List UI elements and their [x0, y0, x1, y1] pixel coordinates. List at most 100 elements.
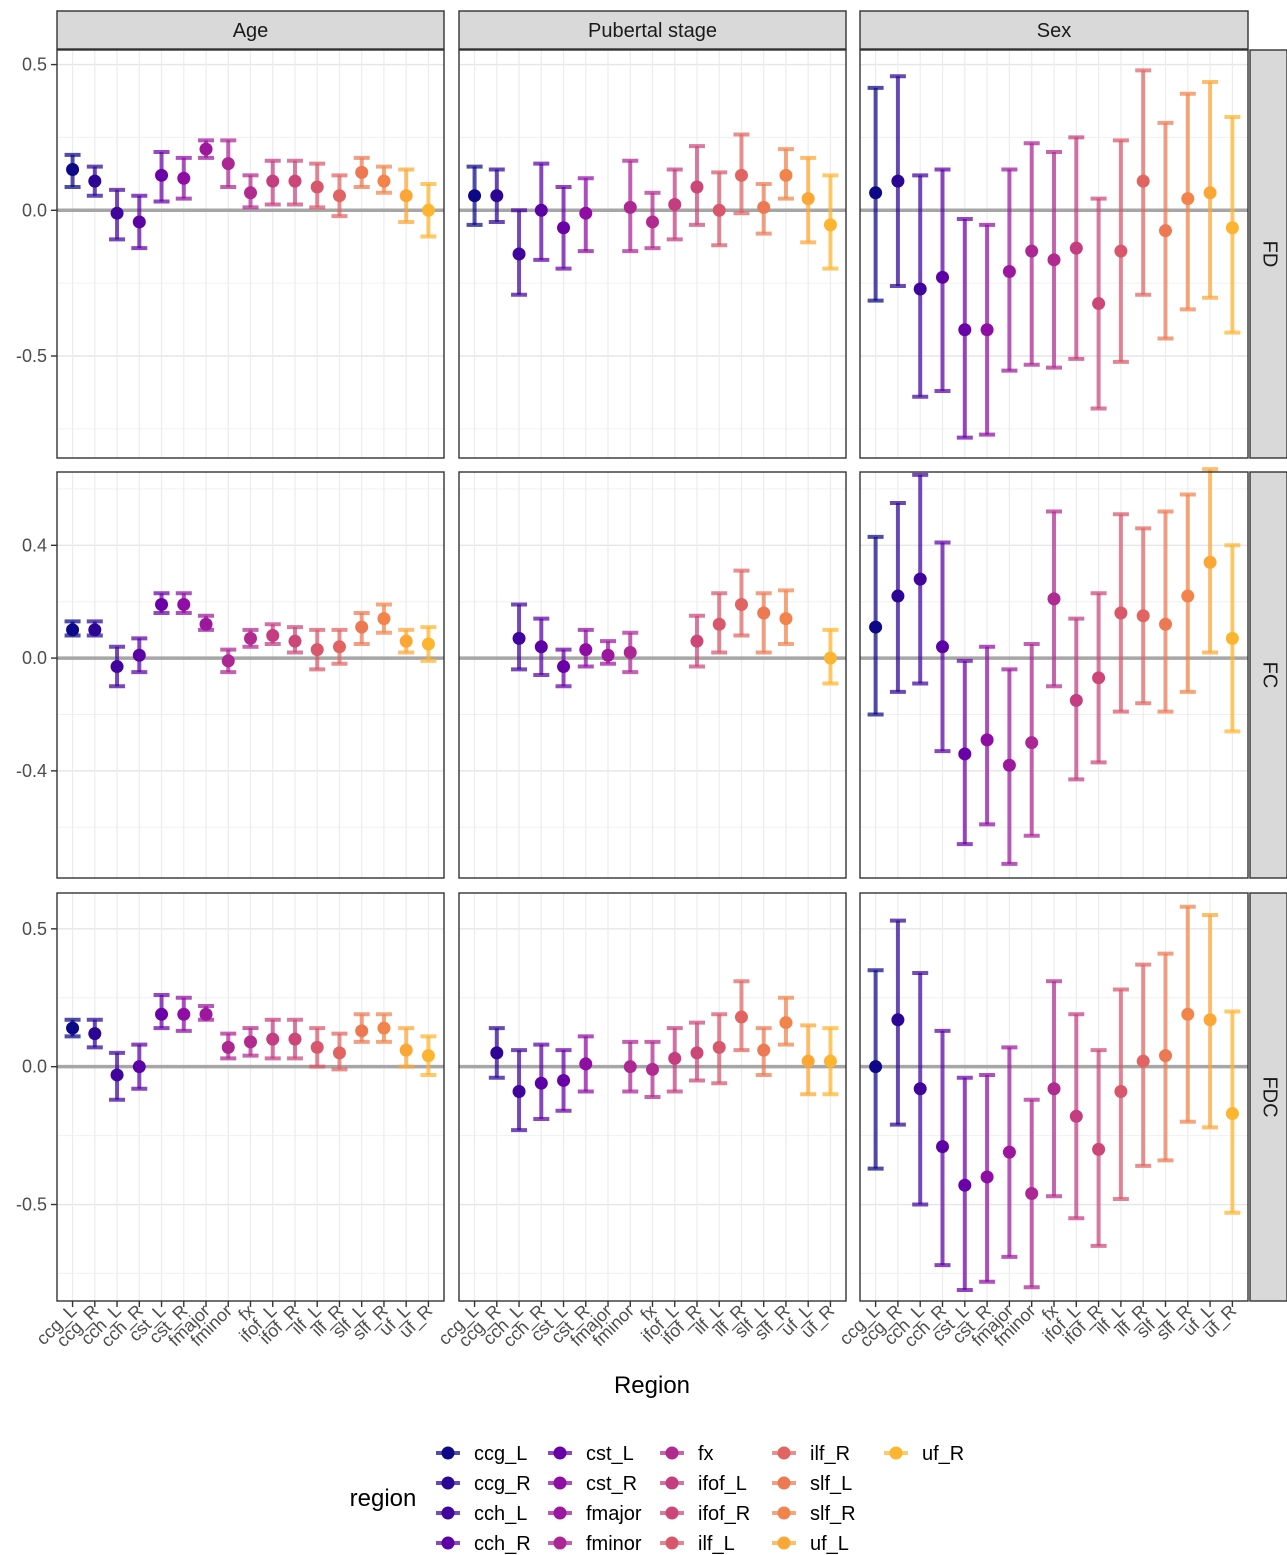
- point-slf_L: [355, 1024, 369, 1038]
- point-cst_L: [958, 323, 972, 337]
- legend-label-uf_R: uf_R: [922, 1443, 964, 1465]
- point-cst_R: [579, 643, 593, 657]
- point-cch_R: [534, 640, 548, 654]
- legend-key-point-ifof_R: [665, 1506, 679, 1520]
- point-cch_R: [534, 1076, 548, 1090]
- point-uf_L: [1203, 186, 1217, 200]
- point-cst_R: [177, 171, 191, 185]
- legend-key-point-cst_R: [553, 1476, 567, 1490]
- point-ifof_L: [266, 174, 280, 188]
- legend-key-point-fminor: [553, 1536, 567, 1550]
- point-ilf_R: [734, 168, 748, 182]
- point-slf_L: [757, 1043, 771, 1057]
- point-cch_L: [512, 631, 526, 645]
- point-slf_L: [355, 620, 369, 634]
- point-slf_R: [1181, 192, 1195, 206]
- legend-label-cst_L: cst_L: [586, 1443, 634, 1465]
- legend-label-ifof_L: ifof_L: [698, 1473, 747, 1495]
- point-slf_R: [1181, 589, 1195, 603]
- point-ifof_R: [1092, 297, 1106, 311]
- point-cch_R: [936, 640, 950, 654]
- x-axis-title: Region: [614, 1372, 690, 1399]
- point-ccg_L: [869, 186, 883, 200]
- point-ccg_L: [869, 1060, 883, 1074]
- point-cst_R: [980, 733, 994, 747]
- point-fminor: [1025, 244, 1039, 258]
- point-uf_R: [421, 203, 435, 217]
- point-uf_R: [421, 1049, 435, 1063]
- point-cch_R: [534, 203, 548, 217]
- point-ifof_L: [266, 629, 280, 643]
- panel-border-0-0: [56, 49, 445, 459]
- y-tick-label: 0.0: [22, 200, 47, 220]
- point-cch_R: [132, 1060, 146, 1074]
- point-slf_R: [1181, 1007, 1195, 1021]
- y-tick-label: 0.0: [22, 1057, 47, 1077]
- point-ifof_L: [668, 197, 682, 211]
- point-uf_R: [421, 637, 435, 651]
- point-ccg_R: [88, 174, 102, 188]
- point-uf_L: [1203, 555, 1217, 569]
- panel-border-1-1: [458, 471, 847, 879]
- point-ilf_R: [734, 1010, 748, 1024]
- legend-key-point-cst_L: [553, 1446, 567, 1460]
- point-uf_R: [1225, 221, 1239, 235]
- point-ilf_L: [1114, 244, 1128, 258]
- point-fminor: [623, 200, 637, 214]
- point-slf_R: [779, 1016, 793, 1030]
- legend-key-point-cch_R: [441, 1536, 455, 1550]
- point-uf_R: [1225, 631, 1239, 645]
- point-uf_L: [399, 189, 413, 203]
- point-cch_L: [913, 282, 927, 296]
- point-slf_L: [1158, 1049, 1172, 1063]
- point-cch_L: [110, 1068, 124, 1082]
- point-ccg_R: [891, 1013, 905, 1027]
- point-cst_L: [557, 221, 571, 235]
- point-cst_L: [557, 1073, 571, 1087]
- point-ilf_L: [1114, 1084, 1128, 1098]
- point-ccg_R: [88, 623, 102, 637]
- legend-key-point-ifof_L: [665, 1476, 679, 1490]
- point-ifof_L: [668, 1051, 682, 1065]
- point-ilf_R: [332, 1046, 346, 1060]
- point-cst_L: [958, 1178, 972, 1192]
- point-cst_L: [155, 1007, 169, 1021]
- point-fx: [1047, 592, 1061, 606]
- legend-key-point-uf_L: [777, 1536, 791, 1550]
- point-ifof_R: [690, 634, 704, 648]
- facet-strip-label-1: Pubertal stage: [588, 20, 717, 42]
- point-ccg_L: [468, 189, 482, 203]
- point-cst_L: [557, 660, 571, 674]
- point-fx: [244, 631, 257, 645]
- legend-key-point-ilf_R: [777, 1446, 791, 1460]
- legend-key-point-cch_L: [441, 1506, 455, 1520]
- point-uf_R: [1225, 1107, 1239, 1121]
- legend-label-ccg_R: ccg_R: [474, 1473, 531, 1495]
- legend-label-slf_L: slf_L: [810, 1473, 852, 1495]
- point-fminor: [221, 1040, 235, 1054]
- point-ifof_L: [266, 1032, 280, 1046]
- point-fmajor: [1002, 758, 1016, 772]
- point-slf_L: [1158, 617, 1172, 631]
- point-cst_R: [980, 1170, 994, 1184]
- point-cst_L: [958, 747, 972, 761]
- point-ccg_L: [66, 162, 80, 176]
- point-uf_L: [801, 192, 815, 206]
- legend-key-point-slf_R: [777, 1506, 791, 1520]
- point-fx: [646, 1062, 659, 1076]
- point-fmajor: [601, 648, 615, 662]
- point-ilf_R: [1136, 1054, 1150, 1068]
- point-ilf_L: [310, 180, 324, 194]
- point-ccg_R: [490, 1046, 504, 1060]
- point-uf_R: [823, 1054, 837, 1068]
- point-cst_R: [177, 1007, 191, 1021]
- point-cst_R: [980, 323, 994, 337]
- legend-label-ilf_L: ilf_L: [698, 1533, 735, 1555]
- point-slf_R: [779, 612, 793, 626]
- facet-strip-row-0: [1249, 49, 1287, 459]
- legend-key-point-uf_R: [889, 1446, 903, 1460]
- point-cst_R: [579, 206, 593, 220]
- point-uf_L: [399, 634, 413, 648]
- legend-key-point-slf_L: [777, 1476, 791, 1490]
- point-ifof_L: [1069, 241, 1083, 255]
